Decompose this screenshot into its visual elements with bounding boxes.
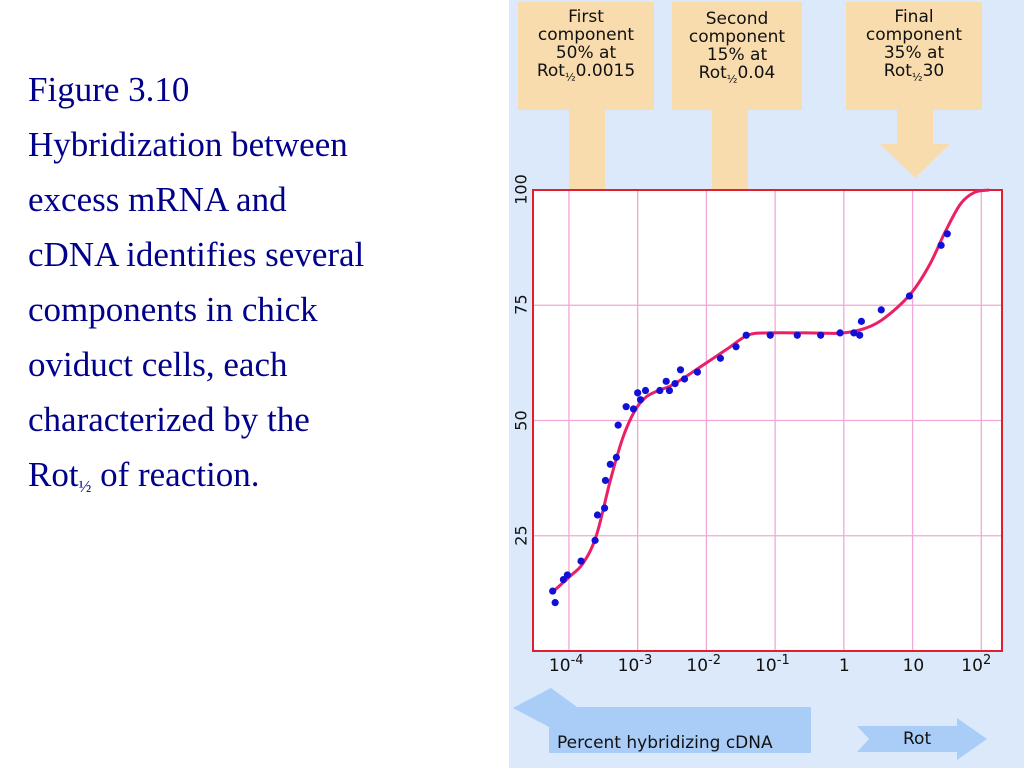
component-line: 50% at: [555, 43, 617, 63]
y-tick-label: 100: [511, 174, 531, 205]
data-point: [716, 354, 725, 362]
data-point: [641, 386, 650, 395]
rot-value: 0.0015: [575, 61, 636, 81]
data-point: [905, 292, 914, 300]
first-component-box: First component 50% at Rot½0.0015: [518, 2, 654, 110]
data-point: [793, 331, 801, 339]
component-line: 35% at: [883, 43, 945, 63]
component-line: component: [537, 25, 635, 45]
rot-value: 0.04: [737, 63, 776, 83]
rot-label: Rot: [698, 63, 727, 83]
caption-rot-subscript: ½: [78, 477, 92, 496]
x-tick-label: 10-1: [755, 653, 790, 676]
data-point: [601, 476, 610, 485]
data-point: [612, 453, 620, 461]
x-tick-label: 1: [838, 656, 850, 676]
caption-rot-rest: of reaction.: [91, 455, 260, 494]
percent-hybridizing-label: Percent hybridizing cDNA: [557, 733, 773, 753]
rot-axis-label: Rot: [903, 729, 932, 749]
data-point: [606, 460, 614, 468]
plot-border: [532, 189, 1003, 652]
data-point: [943, 230, 951, 238]
data-point: [680, 375, 689, 383]
y-tick-label: 25: [511, 525, 531, 546]
x-tick-label: 102: [961, 653, 992, 676]
x-tick-label: 10-2: [686, 653, 721, 676]
final-component-arrow: [880, 110, 950, 178]
rot-label: Rot: [883, 61, 912, 81]
rot-subscript: ½: [564, 70, 576, 84]
caption-line: characterized by the: [28, 400, 310, 439]
data-point: [614, 421, 622, 429]
caption-line: oviduct cells, each: [28, 345, 288, 384]
left-arrow-banner: [513, 688, 811, 753]
data-point: [636, 396, 645, 404]
data-point: [732, 343, 740, 351]
caption-line: cDNA identifies several: [28, 235, 365, 274]
component-rot: Rot½0.0015: [518, 62, 654, 86]
data-point: [693, 368, 702, 376]
data-point: [671, 380, 679, 388]
data-point: [634, 389, 642, 397]
second-component-box: Second component 15% at Rot½0.04: [672, 2, 802, 110]
data-point: [742, 331, 750, 339]
component-line: component: [688, 27, 786, 47]
component-rot: Rot½30: [846, 62, 982, 86]
data-point: [591, 536, 599, 544]
data-point: [817, 331, 825, 339]
data-point: [577, 557, 585, 565]
hybridization-curve: [550, 188, 990, 595]
caption-line: Figure 3.10: [28, 70, 190, 109]
rot-subscript: ½: [726, 72, 738, 86]
x-tick-label: 10-4: [548, 653, 584, 676]
final-component-box: Final component 35% at Rot½30: [846, 2, 982, 110]
rot-value: 30: [922, 61, 945, 81]
x-tick-label: 10-3: [617, 653, 653, 676]
data-series: [549, 188, 990, 607]
data-point: [662, 377, 670, 385]
right-arrow-banner: [857, 718, 987, 760]
component-line: First: [568, 7, 604, 27]
figure-caption: Figure 3.10 Hybridization between excess…: [28, 62, 488, 502]
data-point: [656, 386, 664, 395]
data-point: [551, 598, 559, 607]
data-point: [766, 331, 774, 339]
data-point: [593, 511, 602, 519]
data-point: [622, 403, 630, 411]
data-point: [877, 306, 885, 314]
caption-line: Hybridization between: [28, 125, 348, 164]
data-point: [836, 329, 844, 337]
data-point: [856, 331, 864, 339]
hybridization-figure: First component 50% at Rot½0.0015 Second…: [509, 0, 1024, 768]
data-point: [600, 504, 609, 512]
data-point: [937, 241, 945, 249]
data-point: [857, 317, 865, 325]
data-point: [563, 571, 572, 579]
x-tick-label: 10: [902, 656, 925, 676]
y-tick-label: 75: [511, 294, 531, 315]
component-line: 15% at: [706, 45, 768, 65]
data-point: [665, 386, 674, 395]
y-tick-label: 50: [511, 409, 531, 431]
component-rot: Rot½0.04: [672, 64, 802, 88]
data-point: [850, 329, 858, 337]
component-line: Final: [894, 7, 934, 27]
data-point: [676, 366, 685, 374]
caption-line: excess mRNA and: [28, 180, 287, 219]
rot-subscript: ½: [911, 70, 923, 84]
component-line: Second: [705, 9, 769, 29]
figure-graphics: [513, 110, 1003, 760]
data-point: [549, 587, 557, 595]
rot-label: Rot: [536, 61, 565, 81]
caption-line: Rot½ of reaction.: [28, 447, 488, 502]
component-line: component: [865, 25, 963, 45]
plot-grid: [533, 190, 1002, 651]
data-point: [629, 405, 638, 413]
caption-rot: Rot: [28, 455, 79, 494]
caption-line: components in chick: [28, 290, 318, 329]
